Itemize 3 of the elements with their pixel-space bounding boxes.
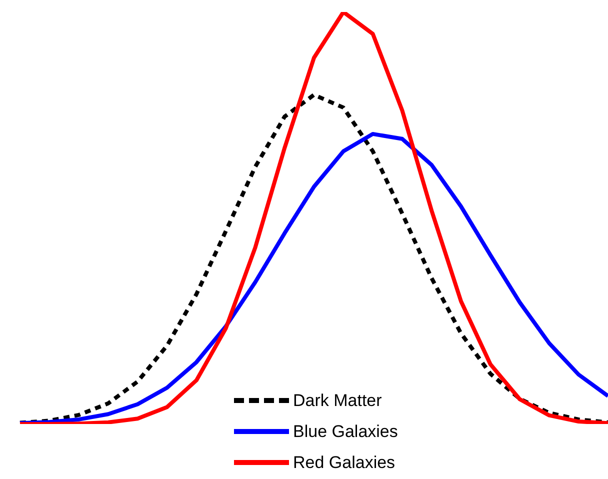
legend-label: Dark Matter — [293, 390, 382, 410]
legend-label: Red Galaxies — [293, 452, 396, 472]
legend-label: Blue Galaxies — [293, 422, 398, 442]
